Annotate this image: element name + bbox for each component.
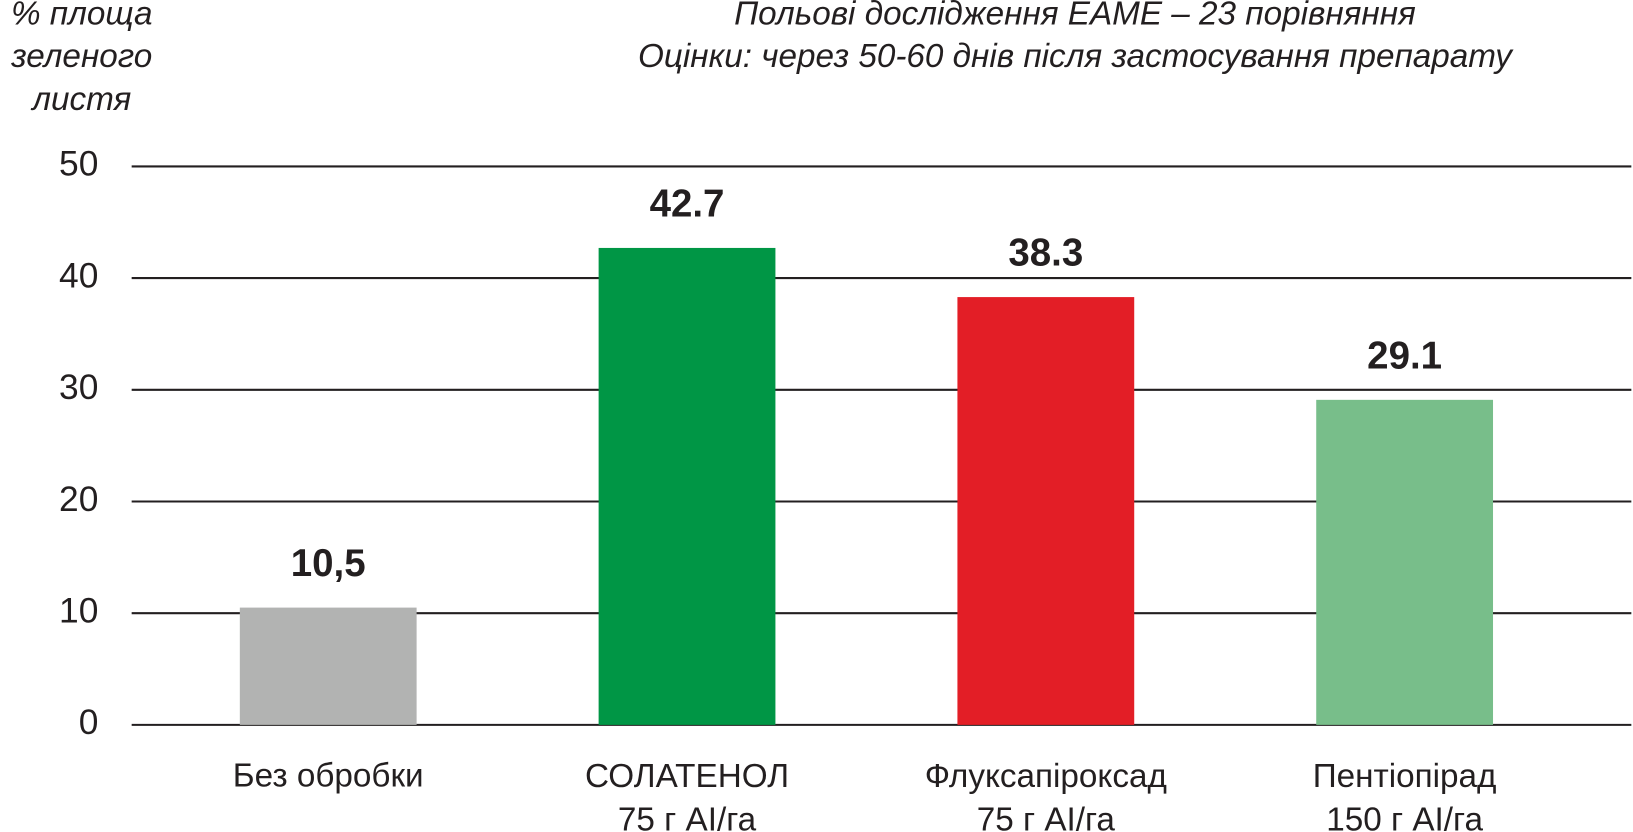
y-tick-label: 50 (59, 145, 98, 184)
bar (598, 247, 776, 725)
chart-subtitle: Оцінки: через 50-60 днів після застосува… (638, 38, 1514, 75)
y-tick-label: 10 (59, 592, 98, 631)
x-tick-label: Без обробки (233, 758, 424, 795)
value-label: 29.1 (1367, 334, 1442, 377)
bar (1316, 399, 1494, 725)
value-label: 38.3 (1008, 232, 1083, 275)
y-tick-label: 40 (59, 256, 98, 295)
y-tick-label: 0 (79, 703, 99, 742)
x-tick-label: Пентіопірад 150 г AI/га (1313, 758, 1497, 832)
bar (957, 297, 1135, 725)
x-tick-label: Флуксапіроксад 75 г AI/га (925, 758, 1167, 832)
value-label: 10,5 (291, 542, 366, 585)
y-axis-label: % площа зеленого листя (10, 0, 152, 118)
y-tick-label: 30 (59, 368, 98, 407)
bar (239, 607, 417, 725)
chart-title: Польові дослідження EAME – 23 порівняння (734, 0, 1416, 32)
value-label: 42.7 (650, 183, 725, 226)
y-tick-label: 20 (59, 480, 98, 519)
x-tick-label: СОЛАТЕНОЛ 75 г AI/га (585, 758, 789, 832)
